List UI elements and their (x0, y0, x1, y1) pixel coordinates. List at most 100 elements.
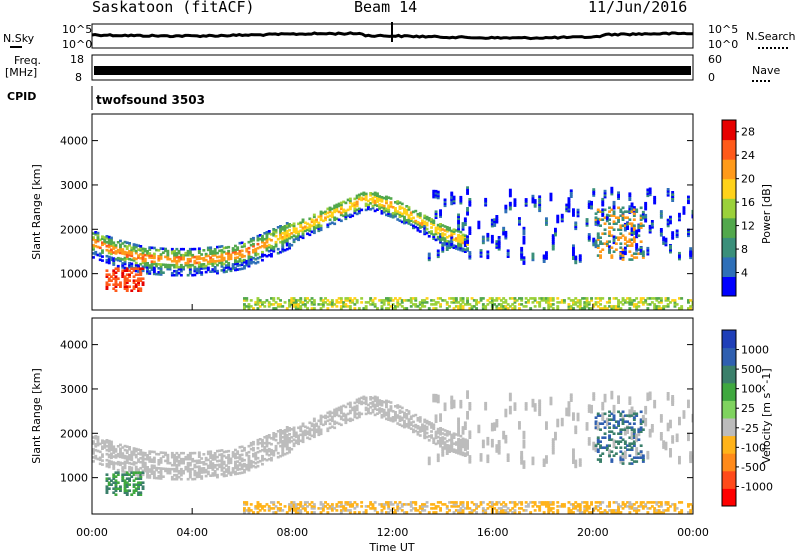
power-cell (222, 270, 226, 274)
velocity-cell (459, 442, 463, 446)
power-cell (385, 213, 388, 217)
velocity-cell (209, 454, 213, 457)
velocity-cell (105, 464, 109, 468)
power-cell (454, 297, 458, 300)
power-cell (200, 265, 204, 268)
power-cell (391, 214, 395, 217)
power-cell (504, 301, 508, 304)
velocity-cell (357, 399, 361, 403)
velocity-cell (427, 421, 431, 424)
velocity-cell (405, 503, 409, 506)
power-cell (644, 207, 648, 211)
velocity-cell (569, 509, 573, 512)
velocity-cell (608, 418, 611, 421)
velocity-cell (342, 507, 346, 510)
velocity-cell (105, 485, 109, 488)
power-cell (281, 235, 285, 239)
power-cell (382, 208, 386, 212)
velocity-cell (157, 463, 161, 466)
power-cell (227, 245, 231, 249)
power-cell (669, 219, 672, 223)
velocity-cell (306, 436, 309, 440)
velocity-cell (245, 463, 249, 467)
velocity-cell (141, 487, 145, 490)
power-cell (193, 273, 197, 277)
velocity-cell (292, 509, 296, 512)
power-cell (107, 277, 111, 280)
velocity-cell (348, 501, 352, 504)
velocity-cell (653, 401, 657, 405)
power-cell (342, 305, 346, 308)
velocity-cell (508, 509, 512, 512)
velocity-cell (506, 511, 510, 514)
power-cell (306, 222, 309, 226)
velocity-cell (339, 511, 343, 514)
velocity-cell (252, 448, 255, 452)
velocity-cell (612, 509, 616, 512)
power-cell (222, 246, 226, 250)
velocity-cell (134, 447, 138, 451)
power-cell (592, 237, 596, 241)
power-cell (430, 230, 433, 233)
velocity-cell (628, 444, 632, 447)
power-cell (355, 200, 359, 204)
velocity-cell (599, 454, 602, 457)
velocity-cell (128, 479, 131, 482)
velocity-cell (623, 505, 627, 508)
velocity-cell (387, 412, 391, 415)
velocity-cell (439, 439, 442, 442)
velocity-cell (385, 511, 388, 514)
power-cell (556, 297, 560, 300)
velocity-cell (371, 408, 375, 412)
velocity-cell (436, 457, 440, 461)
velocity-cell (265, 442, 269, 446)
power-cell (166, 251, 170, 255)
velocity-cell (434, 442, 438, 446)
velocity-cell (538, 401, 542, 404)
power-cell (150, 246, 154, 250)
velocity-cell (488, 505, 492, 508)
velocity-cell (441, 450, 445, 453)
velocity-cell (542, 460, 546, 464)
power-cell (376, 200, 379, 203)
velocity-cell (218, 449, 222, 453)
power-cell (454, 305, 458, 308)
power-cell (285, 230, 289, 233)
power-cell (328, 214, 332, 218)
power-cell (457, 230, 460, 233)
velocity-cell (662, 511, 666, 514)
power-cell (448, 297, 451, 300)
velocity-cell (508, 394, 512, 398)
velocity-cell (258, 459, 262, 463)
power-cell (146, 270, 149, 273)
power-cell (529, 297, 533, 300)
velocity-cell (348, 401, 352, 405)
power-cell (508, 203, 512, 207)
power-cell (123, 262, 127, 266)
velocity-cell (387, 501, 391, 504)
velocity-cell (484, 407, 488, 411)
nave-label: Nave (752, 64, 781, 77)
velocity-cell (261, 438, 264, 442)
power-cell (617, 238, 620, 241)
velocity-cell (272, 453, 276, 457)
power-cell (520, 252, 524, 256)
power-cell (504, 232, 508, 236)
velocity-cell (612, 404, 616, 408)
velocity-cell (533, 407, 537, 410)
power-cell (533, 299, 537, 302)
velocity-cell (531, 402, 535, 406)
velocity-cell (414, 503, 418, 506)
power-cell (98, 252, 102, 256)
velocity-cell (256, 511, 260, 514)
power-cell (617, 216, 620, 219)
power-cell (263, 237, 267, 241)
velocity-cell (164, 451, 167, 455)
power-cell (596, 221, 600, 225)
power-cell (130, 250, 134, 254)
velocity-cell (369, 402, 373, 405)
velocity-cell (572, 503, 575, 506)
power-cell (94, 233, 98, 236)
power-cell (227, 265, 231, 269)
power-cell (159, 265, 163, 268)
